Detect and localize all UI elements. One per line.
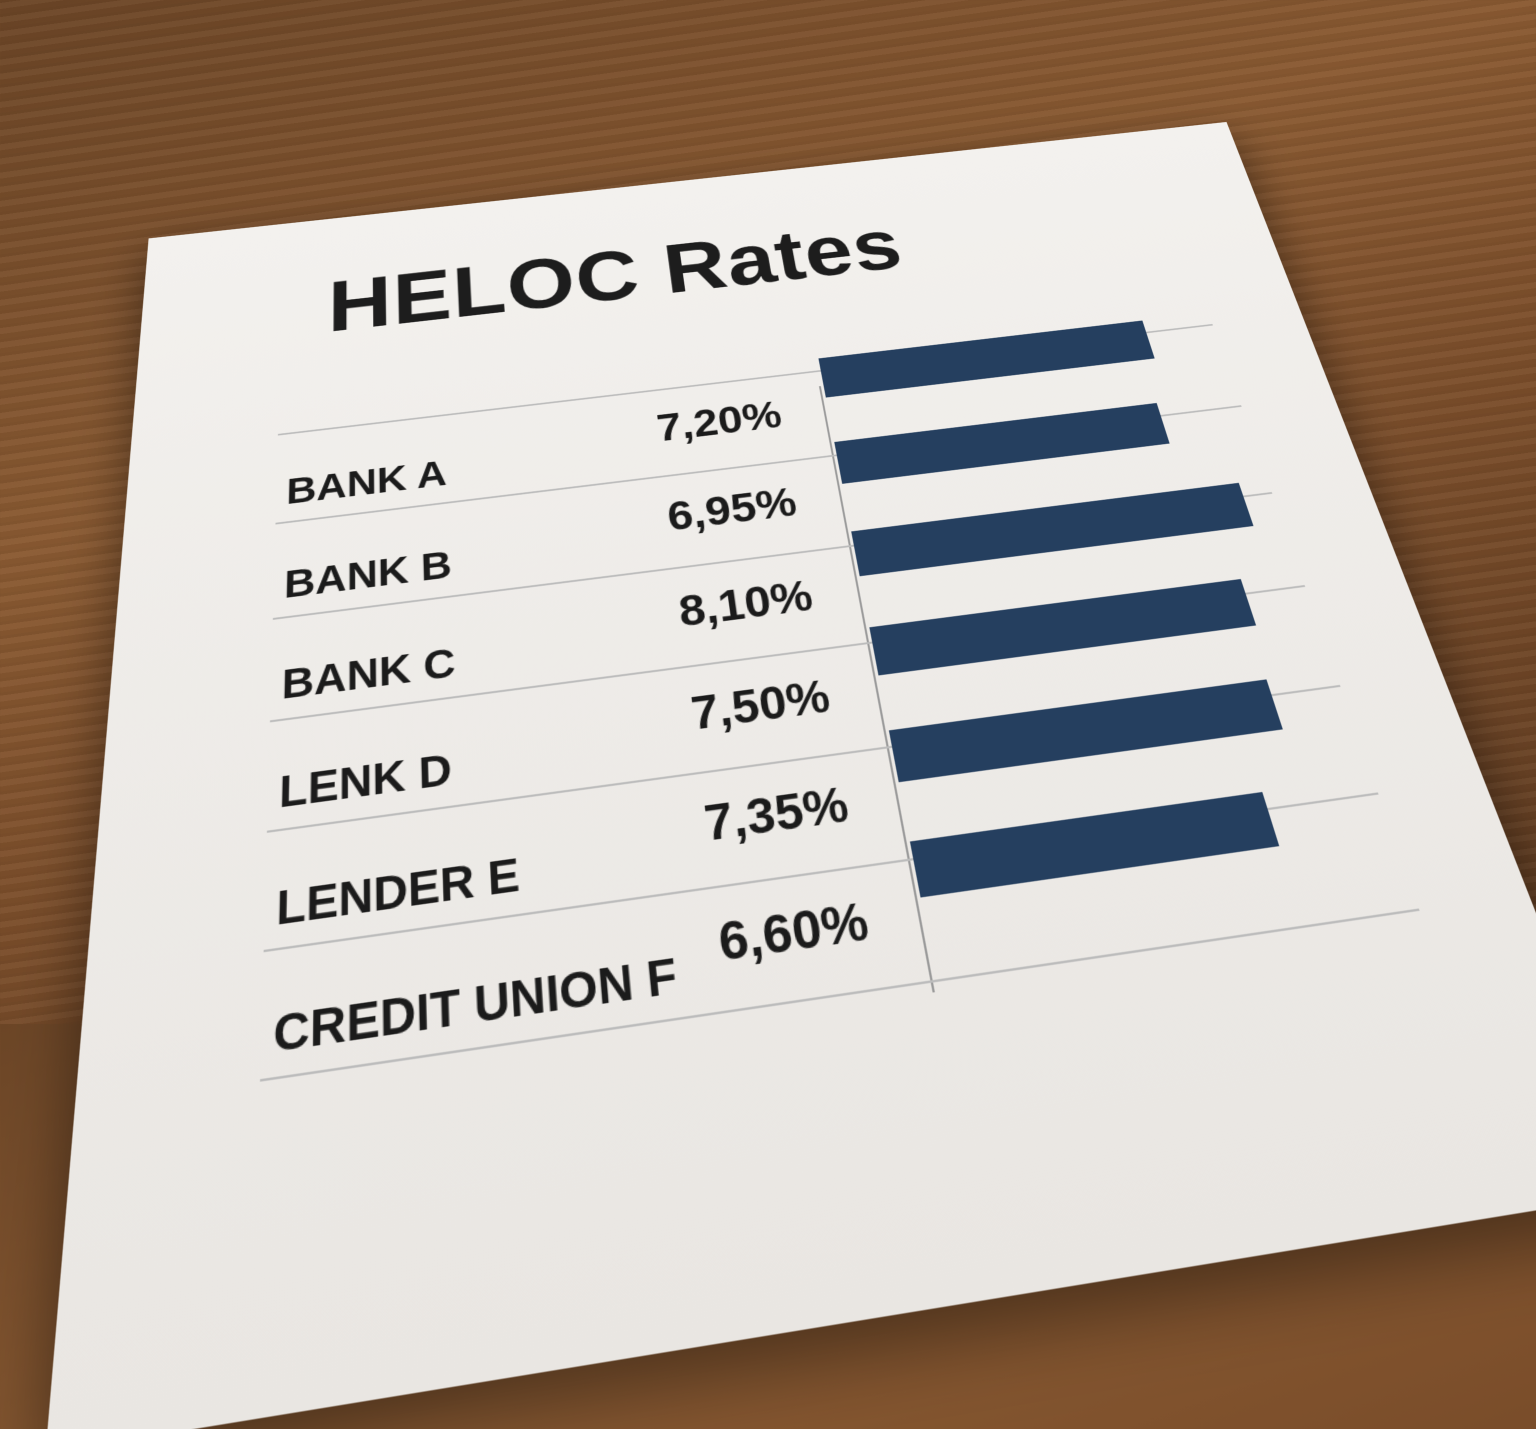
category-label: CREDIT UNION F — [272, 947, 680, 1064]
bar — [818, 320, 1155, 398]
category-label: LENK D — [278, 744, 453, 818]
rate-label: 6,60% — [715, 890, 873, 973]
category-label: BANK A — [285, 452, 448, 512]
category-label: BANK B — [283, 542, 453, 607]
rate-label: 6,95% — [664, 478, 800, 540]
chart-title: HELOC Rates — [327, 206, 910, 348]
rate-label: 7,20% — [654, 392, 785, 450]
category-label: LENDER E — [275, 847, 521, 936]
rate-label: 7,50% — [688, 669, 834, 740]
rate-label: 8,10% — [676, 570, 817, 637]
category-label: BANK C — [281, 639, 457, 708]
paper-sheet: HELOC Rates BANK A 7,20% BANK B 6,95% BANK C… — [45, 121, 1536, 1429]
rate-label: 7,35% — [701, 775, 853, 852]
